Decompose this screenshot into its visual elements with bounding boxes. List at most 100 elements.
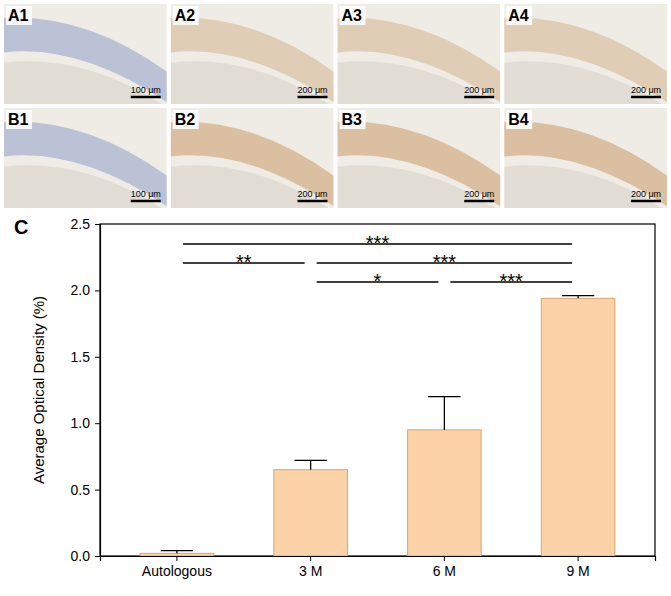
tick-label: 9 M xyxy=(566,563,589,579)
tick: Autologous xyxy=(142,556,212,579)
error-bar-stem xyxy=(444,397,445,430)
scale-bar-label: 200 μm xyxy=(631,189,661,199)
figure: A1100 μmA2200 μmA3200 μmA4200 μmB1100 μm… xyxy=(0,0,671,596)
panel-label: A3 xyxy=(342,7,363,24)
image-panel: A4 200 μm xyxy=(494,4,671,114)
tick-mark xyxy=(176,556,177,561)
panel-label: A4 xyxy=(508,7,529,24)
tick-label: 1.0 xyxy=(71,415,91,431)
error-bar xyxy=(562,296,594,299)
tissue xyxy=(171,61,334,104)
tissue xyxy=(4,61,167,104)
tick: 2.0 xyxy=(71,282,100,298)
label-patch xyxy=(506,110,532,129)
tick: 1.5 xyxy=(71,349,100,365)
label-patch xyxy=(340,110,366,129)
bar xyxy=(541,298,615,556)
scale-bar xyxy=(464,200,494,203)
tick-mark xyxy=(95,556,100,557)
significance-label: *** xyxy=(366,232,390,254)
image-panel: A2 200 μm xyxy=(161,4,344,114)
tissue xyxy=(171,165,334,208)
error-bar-stem xyxy=(310,460,311,469)
significance-label: * xyxy=(374,270,382,292)
image-panel: A1100 μm xyxy=(0,4,177,114)
tick-mark xyxy=(95,290,100,291)
error-bar xyxy=(161,551,193,554)
tissue xyxy=(4,165,167,208)
tick-label: 0.0 xyxy=(71,548,91,564)
tick-mark xyxy=(95,357,100,358)
tick: 0.0 xyxy=(71,548,100,564)
tick: 1.0 xyxy=(71,415,100,431)
tissue xyxy=(338,165,501,208)
bar xyxy=(140,553,214,556)
scale-bar-label: 200 μm xyxy=(297,189,327,199)
scale-bar xyxy=(298,96,328,99)
panel-label: B3 xyxy=(342,111,363,128)
image-panel: B3 200 μm xyxy=(328,108,511,218)
tick: 2.5 xyxy=(71,216,100,232)
error-bar-cap xyxy=(562,295,594,296)
image-panel: B4 200 μm xyxy=(494,108,671,218)
tick: 3 M xyxy=(299,556,322,579)
tick-label: 2.0 xyxy=(71,282,91,298)
label-patch xyxy=(173,6,199,25)
panel-label: B4 xyxy=(508,111,529,128)
scale-bar xyxy=(631,96,661,99)
bar xyxy=(274,470,348,556)
significance-label: *** xyxy=(433,251,457,273)
label-patch xyxy=(340,6,366,25)
tick-label: 3 M xyxy=(299,563,322,579)
tissue xyxy=(504,61,667,104)
tick-mark xyxy=(310,556,311,561)
scale-bar xyxy=(298,200,328,203)
tick-label: 6 M xyxy=(433,563,456,579)
scale-bar-label: 200 μm xyxy=(464,189,494,199)
label-patch xyxy=(506,6,532,25)
scale-bar-label: 200 μm xyxy=(297,85,327,95)
panel-label: A2 xyxy=(175,7,196,24)
error-bar-cap xyxy=(294,460,326,461)
tick-mark xyxy=(578,556,579,561)
tick-label: 1.5 xyxy=(71,349,91,365)
tick-mark xyxy=(95,423,100,424)
error-bar-cap xyxy=(161,550,193,551)
scale-bar xyxy=(464,96,494,99)
plot-area xyxy=(140,296,615,556)
tick-label: 2.5 xyxy=(71,216,91,232)
tick-mark xyxy=(444,556,445,561)
scale-bar xyxy=(631,200,661,203)
image-panel: B1100 μm xyxy=(0,108,177,218)
tick: 9 M xyxy=(566,556,589,579)
label-patch xyxy=(173,110,199,129)
label-patch xyxy=(6,6,32,25)
panel-label: B2 xyxy=(175,111,196,128)
tick-mark xyxy=(95,224,100,225)
y-axis: 0.0 0.5 1.0 1.5 2.0 2.5 xyxy=(71,216,101,564)
tick-mark xyxy=(95,490,100,491)
scale-bar-label: 100 μm xyxy=(131,189,161,199)
label-patch xyxy=(6,110,32,129)
scale-bar-label: 200 μm xyxy=(631,85,661,95)
axis-title: Average Optical Density (%) xyxy=(30,296,47,484)
error-bar xyxy=(294,460,326,469)
panel-label: A1 xyxy=(8,7,29,24)
scale-bar xyxy=(131,200,161,203)
axis-line xyxy=(95,225,101,557)
image-panel: A3200 μm xyxy=(328,4,511,114)
panel-label: C xyxy=(14,216,28,238)
axis-line xyxy=(101,557,656,562)
x-axis: Autologous 3 M 6 M 9 M xyxy=(101,556,656,579)
error-bar xyxy=(428,397,460,430)
tissue xyxy=(504,165,667,208)
significance-label: *** xyxy=(500,270,524,292)
tick: 6 M xyxy=(433,556,456,579)
plot-frame xyxy=(100,224,655,556)
image-panel: B2 200 μm xyxy=(161,108,344,218)
significance-label: ** xyxy=(236,251,252,273)
tick: 0.5 xyxy=(71,482,100,498)
tissue xyxy=(338,61,501,104)
error-bar-cap xyxy=(428,396,460,397)
tick-label: Autologous xyxy=(142,563,212,579)
